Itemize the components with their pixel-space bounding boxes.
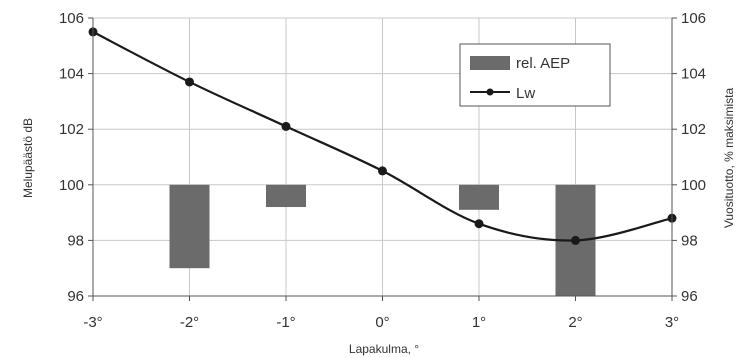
- bar-4: [459, 184, 499, 210]
- y-tick-label-right-5: 106: [681, 10, 706, 27]
- y-tick-label-left-0: 96: [67, 288, 84, 305]
- x-tick-label-2: -1°: [276, 314, 295, 331]
- y-tick-label-right-3: 102: [681, 121, 706, 138]
- bar-2: [266, 184, 306, 208]
- y-tick-label-right-0: 96: [681, 288, 698, 305]
- x-tick-label-6: 3°: [665, 314, 679, 331]
- point-lw-4: [474, 219, 484, 229]
- y-tick-label-left-5: 106: [59, 10, 84, 27]
- legend: rel. AEP Lw: [459, 43, 611, 107]
- y-tick-label-right-2: 100: [681, 177, 706, 194]
- legend-swatch-marker: [486, 88, 494, 96]
- bar-1: [169, 184, 210, 269]
- x-tick-label-4: 1°: [472, 314, 486, 331]
- legend-box: [459, 43, 611, 107]
- x-tick-label-1: -2°: [180, 314, 199, 331]
- x-tick-label-0: -3°: [83, 314, 102, 331]
- y-tick-label-left-4: 104: [59, 66, 84, 83]
- y-tick-label-left-2: 100: [59, 177, 84, 194]
- legend-label-line: Lw: [516, 85, 535, 102]
- point-lw-1: [185, 77, 194, 87]
- legend-label-bar: rel. AEP: [516, 55, 570, 72]
- bars: [169, 184, 596, 296]
- y-axis-left-title: Melupäästö dB: [21, 118, 35, 198]
- y-tick-label-left-1: 98: [67, 232, 84, 249]
- point-lw-5: [571, 235, 580, 245]
- y-tick-label-left-3: 102: [59, 121, 84, 138]
- point-lw-3: [378, 166, 387, 176]
- y-tick-label-right-4: 104: [681, 66, 706, 83]
- axes: [88, 17, 677, 301]
- tick-labels: 96 96 98 98 100 100 102 102 104 104 106 106 -3° -2° -1…: [59, 10, 706, 331]
- y-tick-label-right-1: 98: [681, 232, 698, 249]
- line-series: [88, 27, 677, 245]
- point-lw-2: [281, 121, 291, 131]
- y-axis-right-title: Vuosituotto, % maksimista: [722, 88, 736, 229]
- legend-swatch-bar: [470, 56, 510, 70]
- x-tick-label-3: 0°: [375, 314, 389, 331]
- x-axis-title: Lapakulma, °: [349, 342, 419, 356]
- x-tick-label-5: 2°: [568, 314, 582, 331]
